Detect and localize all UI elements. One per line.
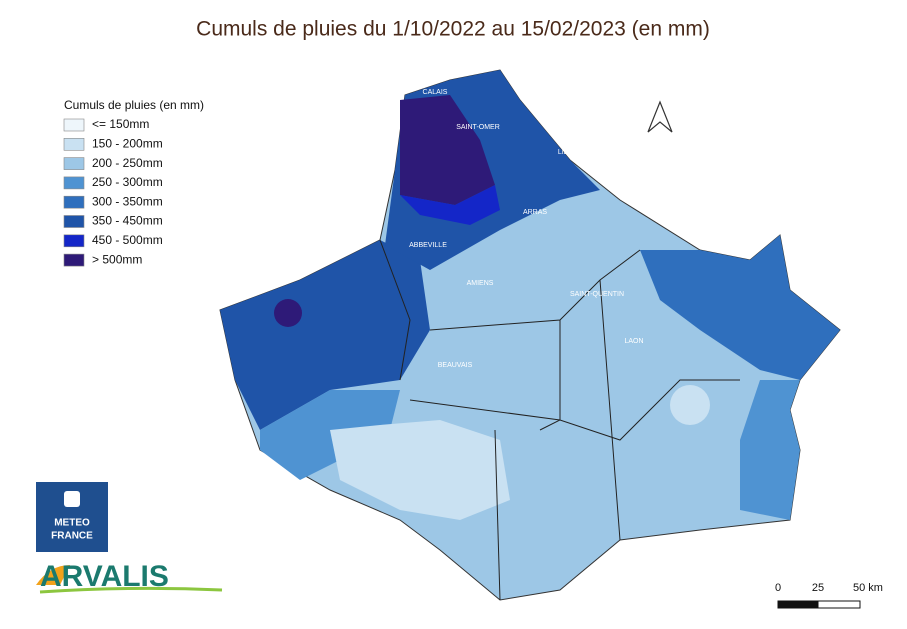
legend-label: <= 150mm [92,117,149,131]
city-label: ARRAS [523,209,547,216]
legend-swatch [63,138,85,151]
scale-bar: 0 25 50 km [775,582,883,609]
legend-swatch [63,234,85,248]
scale-label: 0 [775,582,781,594]
city-label: SAINT-QUENTIN [570,291,624,298]
logo-text: FRANCE [51,531,93,542]
scale-label: 25 [812,582,824,594]
city-label: ABBEVILLE [409,242,447,249]
map-title: Cumuls de pluies du 1/10/2022 au 15/02/2… [196,18,710,41]
city-label: AMIENS [467,280,494,287]
legend-label: 450 - 500mm [92,233,163,247]
arvalis-logo: ARVALIS [36,560,223,594]
meteo-france-logo: METEO FRANCE [36,482,108,552]
legend-swatch [63,215,85,228]
legend-swatch [63,176,85,190]
legend: Cumuls de pluies (en mm) <= 150mm 150 - 2… [63,98,204,267]
legend-swatch [63,118,85,132]
legend-label: 150 - 200mm [92,136,163,150]
logo-text: METEO [54,518,90,529]
city-label: CALAIS [423,89,448,96]
city-label: LAON [624,338,643,345]
scale-label: 50 km [853,582,883,594]
region-map [219,69,841,601]
legend-label: 250 - 300mm [92,175,163,189]
city-labels: CALAIS SAINT-OMER LILLE ARRAS ABBEVILLE … [409,89,643,369]
city-label: SAINT-OMER [456,124,500,131]
legend-label: 350 - 450mm [92,214,163,228]
legend-swatch [63,195,85,209]
legend-swatch [63,253,85,267]
legend-label: 300 - 350mm [92,194,163,208]
city-label: BEAUVAIS [438,362,473,369]
city-label: LILLE [558,149,577,156]
legend-label: > 500mm [92,252,142,266]
legend-title: Cumuls de pluies (en mm) [64,98,204,112]
legend-label: 200 - 250mm [92,156,163,170]
legend-swatch [63,157,85,170]
north-arrow [647,100,673,133]
